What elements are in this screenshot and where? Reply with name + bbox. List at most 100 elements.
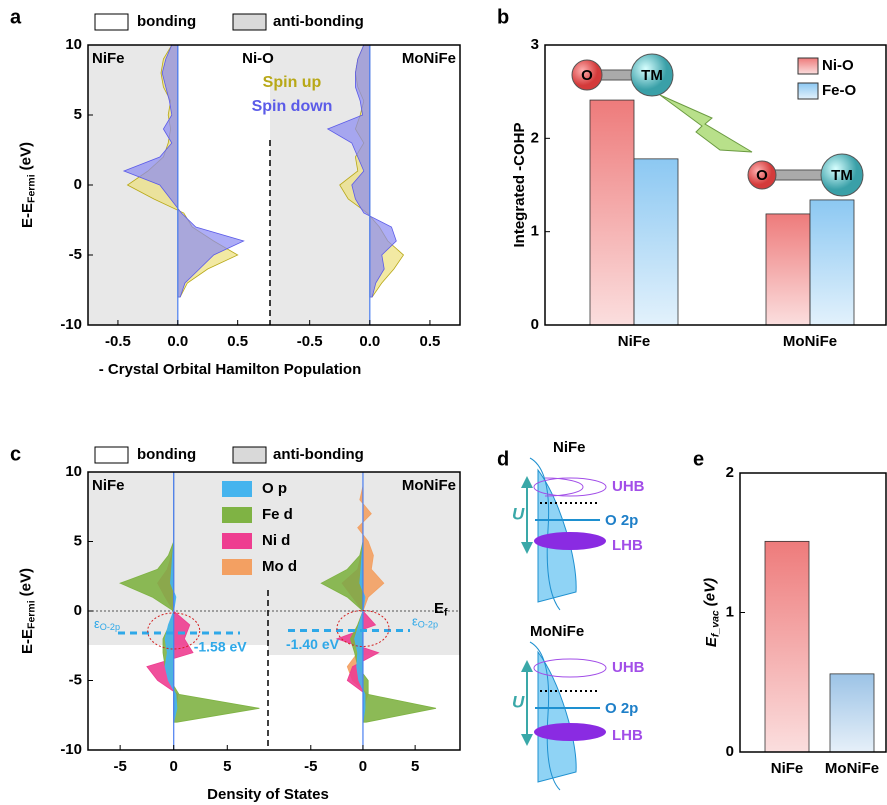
eps-label-sub: O-2p (418, 620, 438, 630)
subplot-label: NiFe (92, 477, 125, 494)
u-label: U (512, 504, 525, 523)
band (537, 650, 577, 783)
bar (765, 213, 811, 326)
molecule-icon: O TM (571, 53, 674, 97)
bar (633, 158, 679, 326)
y-tick-label: 10 (65, 463, 82, 480)
eps-label-sub: O-2p (100, 623, 120, 633)
fermi-label-main: E (434, 600, 444, 617)
o2p-label: O 2p (605, 512, 638, 529)
group-title: MoNiFe (530, 623, 584, 640)
y-tick-label: 2 (531, 129, 539, 146)
eps-circle (147, 612, 201, 650)
uhb-shape (544, 477, 584, 497)
y-tick-label: -10 (60, 316, 82, 333)
y-tick-label: -5 (69, 671, 82, 688)
panel-letter: b (497, 6, 509, 28)
x-axis-title: Density of States (207, 786, 329, 803)
uhb-shape (533, 658, 607, 678)
uhb-label: UHB (612, 478, 645, 495)
legend-swatch (222, 533, 252, 549)
series-label: Spin up (263, 74, 322, 91)
subplot-label: MoNiFe (402, 477, 456, 494)
plot-frame (544, 44, 887, 326)
legend-label: bonding (137, 13, 196, 30)
legend-swatch (232, 446, 267, 464)
x-tick-label: 5 (411, 758, 419, 775)
y-axis-title: Integrated -COHP (511, 122, 528, 247)
subplot-label: MoNiFe (402, 50, 456, 67)
y-tick-label: -10 (60, 741, 82, 758)
y-axis-title-main: E (703, 636, 720, 647)
x-tick-label: 5 (223, 758, 231, 775)
legend-label: Ni d (262, 532, 290, 549)
x-tick-label: MoNiFe (783, 333, 837, 350)
x-tick-label: MoNiFe (825, 760, 879, 777)
series-label: Spin down (252, 98, 333, 115)
band-edge (529, 641, 561, 791)
fermi-label-sub: f (444, 606, 448, 618)
y-axis-title-unit: (eV) (17, 142, 34, 170)
x-tick-label: -0.5 (297, 333, 323, 350)
legend-swatch (797, 57, 819, 75)
legend-swatch (222, 559, 252, 575)
x-tick-label: -0.5 (105, 333, 131, 350)
legend-label: Ni-O (822, 57, 854, 74)
eps-label-main: ε (94, 616, 100, 631)
molecule-icon: O TM (747, 153, 864, 197)
y-axis-title: E-EFermi (eV) (17, 142, 37, 228)
atom-label: O (581, 67, 593, 84)
eps-circle (336, 609, 390, 647)
band-edge (529, 457, 561, 611)
x-tick-label: 0 (170, 758, 178, 775)
y-tick-label: -5 (69, 246, 82, 263)
lhb-label: LHB (612, 537, 643, 554)
legend-swatch (797, 82, 819, 100)
panel-letter: c (10, 443, 21, 465)
atom-label: O (756, 167, 768, 184)
legend-swatch (94, 13, 129, 31)
y-tick-label: 0 (531, 316, 539, 333)
x-tick-label: NiFe (618, 333, 651, 350)
x-tick-label: 0.5 (227, 333, 248, 350)
y-axis-title-unit: (eV) (17, 568, 34, 596)
legend-label: Mo d (262, 558, 297, 575)
eps-label-main: ε (412, 614, 418, 629)
group-title: NiFe (553, 439, 586, 456)
dos-area (122, 44, 245, 298)
legend-label: anti-bonding (273, 446, 364, 463)
x-axis-title: - Crystal Orbital Hamilton Population (99, 361, 362, 378)
x-tick-label: 0.0 (359, 333, 380, 350)
y-axis-title-sub: Fermi (25, 174, 37, 203)
y-tick-label: 5 (74, 532, 82, 549)
legend-swatch (222, 507, 252, 523)
x-tick-label: 0.0 (167, 333, 188, 350)
legend-label: O p (262, 480, 287, 497)
x-tick-label: 0.5 (420, 333, 441, 350)
y-tick-label: 2 (726, 464, 734, 481)
y-axis-title-unit: (eV) (701, 578, 718, 606)
y-axis-title-main: E-E (19, 203, 36, 228)
uhb-label: UHB (612, 659, 645, 676)
x-tick-label: 0 (359, 758, 367, 775)
lhb-label: LHB (612, 727, 643, 744)
x-tick-label: NiFe (771, 760, 804, 777)
lhb-shape (534, 532, 606, 550)
y-tick-label: 0 (726, 743, 734, 760)
legend-label: anti-bonding (273, 13, 364, 30)
y-axis-title-sub: f_vac (709, 610, 721, 637)
fermi-label: Ef (434, 600, 448, 618)
legend-swatch (222, 481, 252, 497)
legend-label: Fe d (262, 506, 293, 523)
y-tick-label: 3 (531, 36, 539, 53)
panel-letter: a (10, 6, 22, 28)
y-axis-title-sub: Fermi (25, 600, 37, 629)
atom-label: TM (641, 67, 663, 84)
x-tick-label: -5 (304, 758, 317, 775)
annotation: Ni-O (242, 50, 274, 67)
y-tick-label: 1 (531, 223, 539, 240)
bar (764, 540, 810, 753)
y-tick-label: 1 (726, 603, 734, 620)
dos-area (326, 44, 397, 298)
